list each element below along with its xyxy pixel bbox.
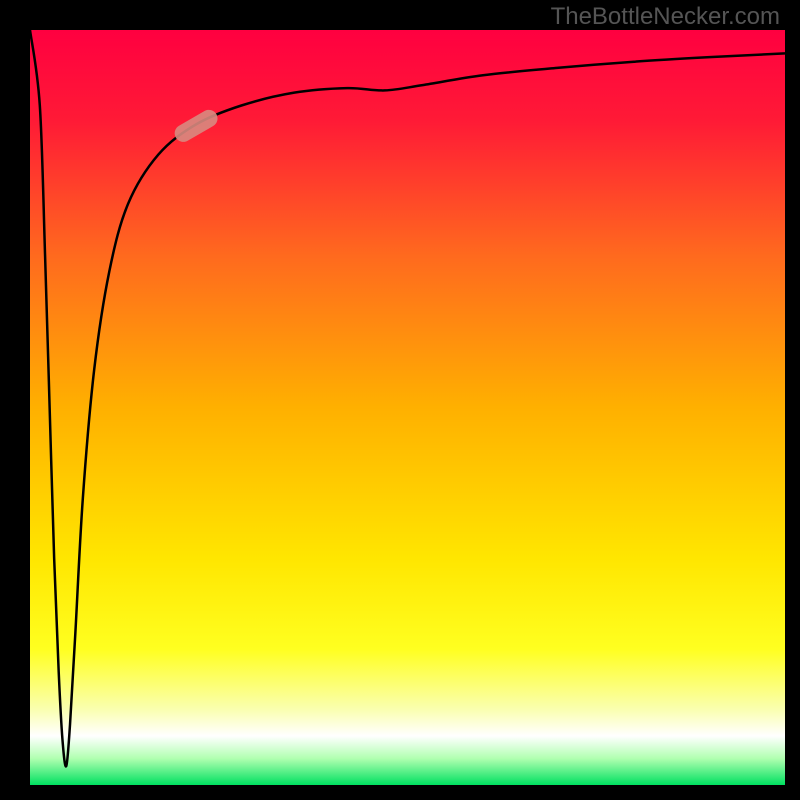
plot-area <box>30 30 785 785</box>
attribution-text: TheBottleNecker.com <box>551 3 780 30</box>
chart-container: TheBottleNecker.com <box>0 0 800 800</box>
chart-svg: TheBottleNecker.com <box>0 0 800 800</box>
